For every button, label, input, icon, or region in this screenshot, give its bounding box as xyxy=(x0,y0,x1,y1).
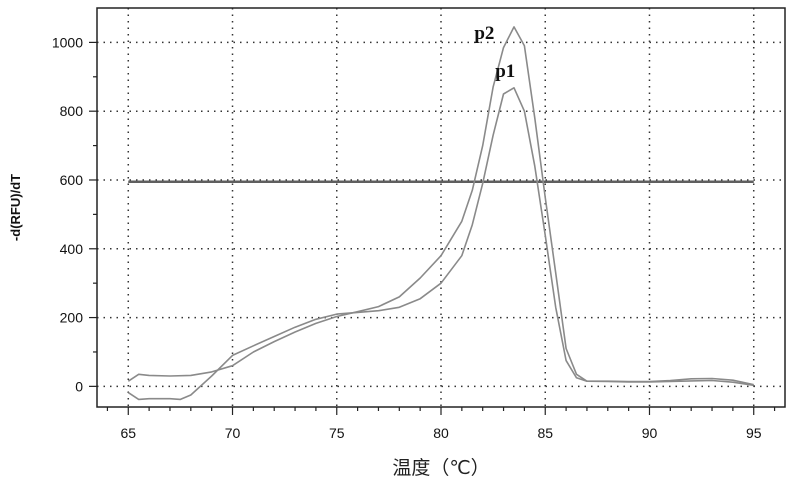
series-lines xyxy=(128,27,753,400)
y-tick-label-600: 600 xyxy=(60,172,84,188)
y-tick-label-0: 0 xyxy=(75,378,83,394)
x-tick-label-80: 80 xyxy=(433,425,449,441)
y-tick-label-1000: 1000 xyxy=(52,34,83,50)
x-tick-label-85: 85 xyxy=(537,425,553,441)
y-tick-label-800: 800 xyxy=(60,103,84,119)
grid xyxy=(97,8,785,407)
x-tick-label-65: 65 xyxy=(120,425,136,441)
y-axis-title: -d(RFU)/dT xyxy=(8,174,23,241)
x-tick-label-70: 70 xyxy=(225,425,241,441)
x-tick-label-95: 95 xyxy=(746,425,762,441)
series-label-p2: p2 xyxy=(474,23,494,44)
x-tick-label-90: 90 xyxy=(642,425,658,441)
y-tick-label-200: 200 xyxy=(60,310,84,326)
series-label-p1: p1 xyxy=(495,61,515,82)
y-tick-label-400: 400 xyxy=(60,241,84,257)
x-tick-label-75: 75 xyxy=(329,425,345,441)
x-axis-title: 温度（℃） xyxy=(392,457,489,479)
